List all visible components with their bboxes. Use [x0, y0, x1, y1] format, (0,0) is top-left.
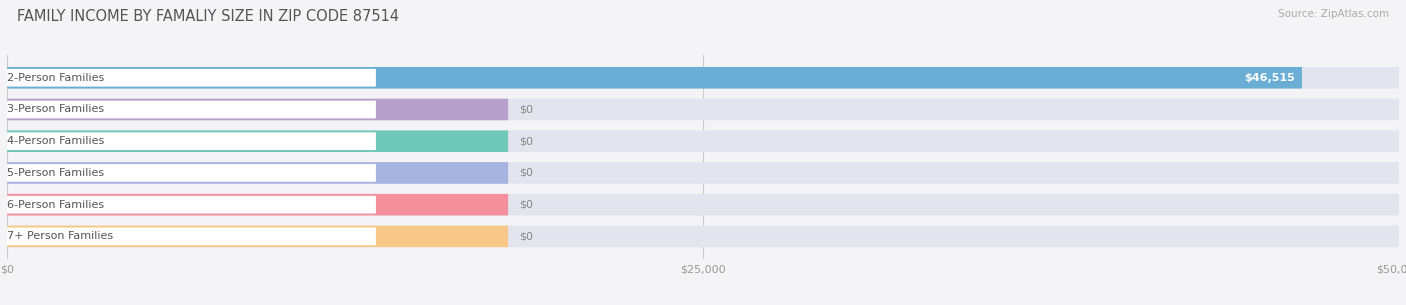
FancyBboxPatch shape: [7, 228, 375, 245]
FancyBboxPatch shape: [7, 196, 375, 214]
Text: 5-Person Families: 5-Person Families: [7, 168, 104, 178]
Text: 6-Person Families: 6-Person Families: [7, 200, 104, 210]
Text: 7+ Person Families: 7+ Person Families: [7, 231, 112, 241]
Text: FAMILY INCOME BY FAMALIY SIZE IN ZIP CODE 87514: FAMILY INCOME BY FAMALIY SIZE IN ZIP COD…: [17, 9, 399, 24]
FancyBboxPatch shape: [7, 99, 508, 120]
Text: $0: $0: [519, 105, 533, 114]
FancyBboxPatch shape: [7, 99, 1399, 120]
FancyBboxPatch shape: [7, 162, 508, 184]
FancyBboxPatch shape: [7, 69, 375, 87]
FancyBboxPatch shape: [7, 226, 1399, 247]
Text: 4-Person Families: 4-Person Families: [7, 136, 104, 146]
FancyBboxPatch shape: [7, 67, 1399, 88]
Text: $46,515: $46,515: [1244, 73, 1295, 83]
Text: 3-Person Families: 3-Person Families: [7, 105, 104, 114]
Text: $0: $0: [519, 136, 533, 146]
FancyBboxPatch shape: [7, 131, 1399, 152]
Text: 2-Person Families: 2-Person Families: [7, 73, 104, 83]
FancyBboxPatch shape: [7, 131, 508, 152]
Text: Source: ZipAtlas.com: Source: ZipAtlas.com: [1278, 9, 1389, 19]
FancyBboxPatch shape: [7, 132, 375, 150]
Text: $0: $0: [519, 200, 533, 210]
FancyBboxPatch shape: [7, 194, 508, 215]
FancyBboxPatch shape: [7, 194, 1399, 215]
FancyBboxPatch shape: [7, 164, 375, 182]
FancyBboxPatch shape: [7, 162, 1399, 184]
Text: $0: $0: [519, 231, 533, 241]
FancyBboxPatch shape: [7, 101, 375, 118]
FancyBboxPatch shape: [7, 67, 1302, 88]
FancyBboxPatch shape: [7, 226, 508, 247]
Text: $0: $0: [519, 168, 533, 178]
